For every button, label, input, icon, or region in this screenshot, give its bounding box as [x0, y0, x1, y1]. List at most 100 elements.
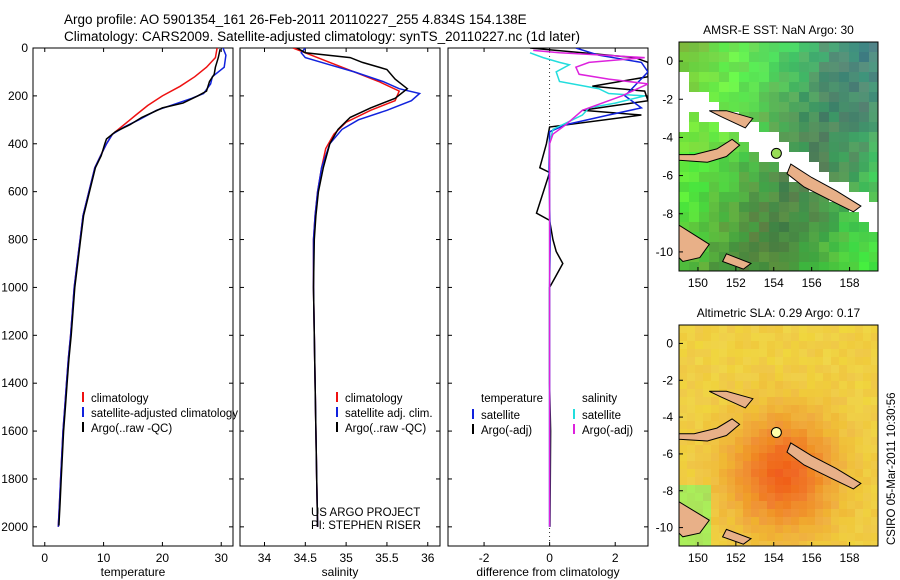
- sst_map-cell: [789, 72, 800, 83]
- sla_map-cell: [839, 517, 848, 526]
- sst_map-cell: [759, 132, 770, 143]
- temperature-xlabel: temperature: [101, 565, 166, 579]
- sla_map-cell: [863, 477, 872, 486]
- sst_map-cell: [739, 102, 750, 113]
- sla_map-cell: [679, 477, 688, 486]
- sla_map-cell: [855, 533, 864, 542]
- sst_map-cell: [679, 42, 690, 53]
- sla_map-cell: [743, 373, 752, 382]
- sla_map-cell: [751, 365, 760, 374]
- sst_map-cell: [849, 42, 860, 53]
- sla_map-cell: [823, 325, 832, 334]
- sla_map-cell: [767, 453, 776, 462]
- sla_map-cell: [727, 501, 736, 510]
- difference-legend-entry: Argo(-adj): [481, 425, 532, 437]
- sst_map-cell: [779, 252, 790, 263]
- sla_map-cell: [783, 541, 792, 546]
- sla_map-cell: [719, 469, 728, 478]
- sla_map-cell: [799, 509, 808, 518]
- sst_map-cell: [849, 112, 860, 123]
- sla_map-cell: [783, 357, 792, 366]
- sla_map-cell: [695, 325, 704, 334]
- sla_map-cell: [759, 461, 768, 470]
- sst_map-cell: [789, 242, 800, 253]
- sla_map-cell: [783, 413, 792, 422]
- salinity-series-satellite: [300, 48, 422, 527]
- difference-xtick-label: 0: [546, 551, 553, 565]
- sla_map-cell: [767, 493, 776, 502]
- sla_map-cell: [751, 469, 760, 478]
- sst_map-argo-marker: [770, 147, 782, 159]
- sla_map-cell: [703, 533, 712, 542]
- sst_map-cell: [829, 182, 840, 193]
- sla_map-cell: [815, 381, 824, 390]
- sla_map-cell: [759, 389, 768, 398]
- sst_map-cell: [709, 262, 720, 271]
- sst_map-cell: [769, 172, 780, 183]
- sla_map-cell: [871, 333, 878, 342]
- sla_map-cell: [847, 405, 856, 414]
- sla_map-cell: [759, 341, 768, 350]
- sst_map-cell: [759, 82, 770, 93]
- sst_map-xtick-label: 152: [726, 276, 746, 290]
- sla_map-cell: [759, 397, 768, 406]
- sst_map-cell: [859, 72, 870, 83]
- sst_map-cell: [829, 212, 840, 223]
- sst_map-cell: [869, 172, 878, 183]
- sla_map-cell: [759, 533, 768, 542]
- sst_map-cell: [699, 192, 710, 203]
- sst_map-cell: [829, 132, 840, 143]
- temperature-ytick-label: 0: [21, 41, 28, 55]
- sst_map-cell: [749, 162, 760, 173]
- sst_map-cell: [839, 232, 850, 243]
- sst_map-cell: [689, 172, 700, 183]
- sst_map-cell: [749, 92, 760, 103]
- sla_map-cell: [751, 437, 760, 446]
- sla_map-cell: [815, 477, 824, 486]
- sst_map-cell: [839, 72, 850, 83]
- sla_map-cell: [727, 413, 736, 422]
- sla_map-cell: [847, 533, 856, 542]
- sla_map-cell: [743, 325, 752, 334]
- sst_map-cell: [839, 152, 850, 163]
- temperature-xtick-label: 30: [215, 551, 229, 565]
- sst_map-cell: [739, 182, 750, 193]
- sla_map-cell: [855, 349, 864, 358]
- sst_map-cell: [689, 42, 700, 53]
- sla_map-cell: [775, 509, 784, 518]
- sla_map-cell: [719, 373, 728, 382]
- sst_map-cell: [729, 82, 740, 93]
- sst_map-cell: [819, 142, 830, 153]
- sst_map-cell: [819, 132, 830, 143]
- sst_map-cell: [779, 212, 790, 223]
- sst_map-cell: [859, 42, 870, 53]
- sla_map-cell: [839, 501, 848, 510]
- sla_map-cell: [871, 469, 878, 478]
- sst_map-cell: [709, 242, 720, 253]
- sla_map-cell: [871, 517, 878, 526]
- sla_map-cell: [711, 501, 720, 510]
- sst_map-cell: [759, 172, 770, 183]
- sla_map-xtick-label: 150: [688, 551, 708, 565]
- sst_map-cell: [769, 142, 780, 153]
- sla_map-cell: [695, 397, 704, 406]
- sla_map-cell: [735, 493, 744, 502]
- sst_map-cell: [769, 92, 780, 103]
- sla_map-cell: [807, 373, 816, 382]
- sla_map-cell: [751, 485, 760, 494]
- sla_map-cell: [775, 533, 784, 542]
- sst_map-cell: [719, 202, 730, 213]
- sst_map-cell: [709, 252, 720, 263]
- sla_map-cell: [831, 333, 840, 342]
- sla_map-cell: [679, 397, 688, 406]
- sst_map-cell: [729, 192, 740, 203]
- sla_map-cell: [791, 461, 800, 470]
- sla_map-cell: [775, 357, 784, 366]
- sla_map-cell: [807, 509, 816, 518]
- sst_map-cell: [729, 172, 740, 183]
- sst_map-cell: [799, 162, 810, 173]
- difference-series-sal_satellite: [529, 52, 645, 527]
- sla_map-cell: [767, 437, 776, 446]
- sst_map-cell: [739, 232, 750, 243]
- sla_map-cell: [839, 341, 848, 350]
